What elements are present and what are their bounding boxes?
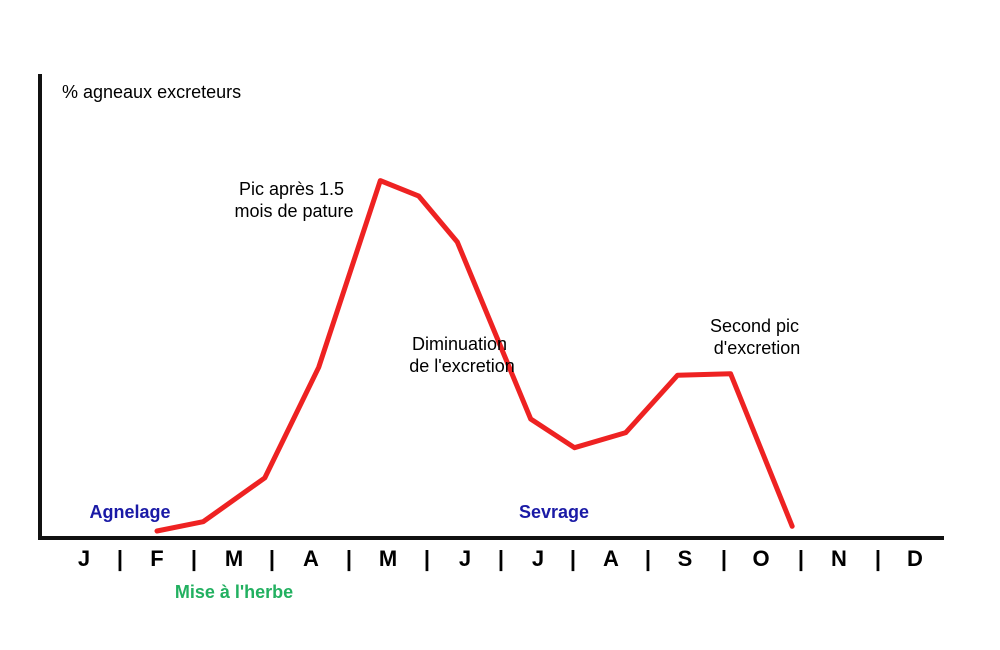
event-sevrage: Sevrage <box>519 502 589 522</box>
annotation-peak: Pic après 1.5 mois de pature <box>234 179 353 221</box>
x-tick-separator: | <box>721 546 727 571</box>
x-tick-label: M <box>379 546 397 571</box>
x-tick-separator: | <box>346 546 352 571</box>
x-tick-separator: | <box>570 546 576 571</box>
event-mise-a-l-herbe: Mise à l'herbe <box>175 582 293 602</box>
x-tick-labels: J F M A M J J A S O N D | | | | | | | | | | | <box>78 546 923 571</box>
x-tick-separator: | <box>191 546 197 571</box>
x-tick-separator: | <box>117 546 123 571</box>
annotation-second-peak-line-2: d'excretion <box>714 338 800 358</box>
annotation-second-peak-line-1: Second pic <box>710 316 799 336</box>
x-tick-label: J <box>78 546 90 571</box>
x-tick-label: O <box>752 546 769 571</box>
annotation-decrease-line-1: Diminuation <box>412 334 507 354</box>
x-tick-label: D <box>907 546 923 571</box>
x-tick-label: A <box>303 546 319 571</box>
x-tick-label: A <box>603 546 619 571</box>
y-axis-label: % agneaux excreteurs <box>62 82 241 102</box>
annotation-decrease-line-2: de l'excretion <box>409 356 515 376</box>
x-tick-separator: | <box>424 546 430 571</box>
x-tick-label: J <box>532 546 544 571</box>
series-line-0 <box>154 178 795 534</box>
x-tick-separator: | <box>875 546 881 571</box>
x-tick-label: J <box>459 546 471 571</box>
x-tick-separator: | <box>798 546 804 571</box>
x-tick-separator: | <box>498 546 504 571</box>
series-layer <box>154 178 795 534</box>
x-tick-label: S <box>678 546 693 571</box>
x-tick-label: N <box>831 546 847 571</box>
x-tick-label: M <box>225 546 243 571</box>
annotation-peak-line-2: mois de pature <box>234 201 353 221</box>
annotation-second-peak: Second pic d'excretion <box>710 316 804 358</box>
x-tick-label: F <box>150 546 163 571</box>
annotation-decrease: Diminuation de l'excretion <box>409 334 515 376</box>
annotation-peak-line-1: Pic après 1.5 <box>239 179 344 199</box>
x-tick-separator: | <box>269 546 275 571</box>
event-agnelage: Agnelage <box>89 502 170 522</box>
x-tick-separator: | <box>645 546 651 571</box>
